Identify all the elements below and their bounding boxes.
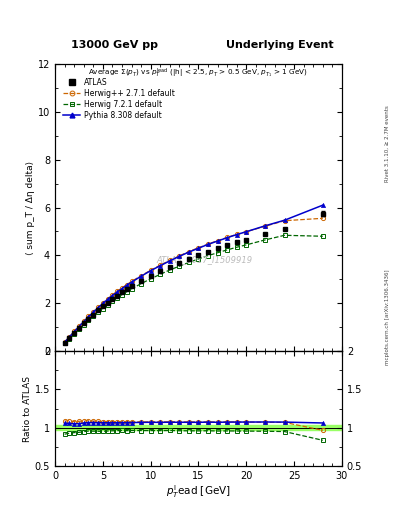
Text: 13000 GeV pp: 13000 GeV pp	[71, 40, 158, 50]
Y-axis label: Ratio to ATLAS: Ratio to ATLAS	[23, 375, 32, 441]
Text: ATLAS_2017_I1509919: ATLAS_2017_I1509919	[156, 254, 252, 264]
Y-axis label: ⟨ sum p_T / Δη delta⟩: ⟨ sum p_T / Δη delta⟩	[26, 160, 35, 254]
Bar	[55, 425, 342, 430]
Text: Average $\Sigma(p_T)$ vs $p_T^{\rm lead}$ ($|$h$|$ < 2.5, $p_T$ > 0.5 GeV, $p_{T: Average $\Sigma(p_T)$ vs $p_T^{\rm lead}…	[88, 67, 309, 80]
Text: mcplots.cern.ch [arXiv:1306.3436]: mcplots.cern.ch [arXiv:1306.3436]	[385, 270, 390, 365]
Legend: ATLAS, Herwig++ 2.7.1 default, Herwig 7.2.1 default, Pythia 8.308 default: ATLAS, Herwig++ 2.7.1 default, Herwig 7.…	[62, 76, 176, 121]
Text: Underlying Event: Underlying Event	[226, 40, 334, 50]
X-axis label: $p_T^{\rm l}$ead [GeV]: $p_T^{\rm l}$ead [GeV]	[166, 483, 231, 500]
Text: Rivet 3.1.10, ≥ 2.7M events: Rivet 3.1.10, ≥ 2.7M events	[385, 105, 390, 182]
